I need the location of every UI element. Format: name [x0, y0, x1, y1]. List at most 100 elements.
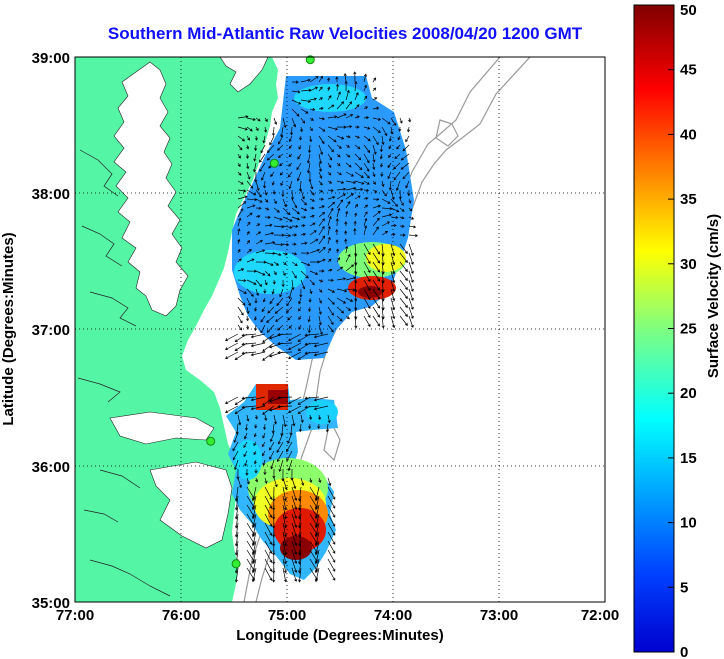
x-tick-label: 72:00 [581, 607, 619, 624]
velocity-arrow [232, 450, 239, 461]
velocity-arrow [372, 243, 380, 255]
velocity-arrow [255, 189, 262, 198]
velocity-arrow [254, 414, 259, 420]
velocity-arrow [237, 135, 246, 142]
velocity-arrow [304, 342, 320, 346]
albemarle-sound [109, 411, 215, 445]
velocity-arrow [251, 513, 257, 529]
velocity-arrow [345, 113, 354, 119]
velocity-arrow [345, 162, 352, 168]
velocity-arrow [237, 115, 249, 119]
velocity-arrow [245, 153, 249, 159]
velocity-blob-s-cyan [306, 400, 338, 424]
velocity-arrow [246, 324, 250, 330]
velocity-arrow [237, 180, 244, 185]
velocity-arrow [372, 261, 380, 273]
velocity-arrow [237, 324, 243, 331]
velocity-arrow [288, 333, 302, 342]
velocity-arrow [381, 221, 390, 227]
velocity-arrow [246, 297, 251, 307]
velocity-arrow [336, 125, 347, 129]
velocity-arrow [264, 540, 273, 554]
velocity-arrow [408, 315, 414, 328]
velocity-arrow [277, 135, 284, 145]
velocity-arrow [254, 423, 258, 429]
velocity-arrow [408, 243, 414, 256]
velocity-arrow [276, 297, 284, 307]
velocity-arrow [277, 324, 284, 331]
velocity-arrow [309, 214, 315, 218]
velocity-arrow [253, 153, 257, 162]
velocity-arrow [399, 207, 405, 212]
velocity-arrow [363, 135, 371, 142]
colorbar-label: Surface Velocity (cm/s) [705, 214, 722, 378]
velocity-arrow [246, 144, 250, 150]
velocity-arrow [372, 252, 380, 264]
velocity-arrow [237, 258, 242, 263]
velocity-arrow [372, 144, 377, 155]
velocity-arrow [372, 77, 377, 83]
velocity-arrow [264, 495, 273, 509]
velocity-arrow [307, 324, 311, 334]
velocity-arrow [325, 423, 329, 433]
velocity-arrow [390, 261, 396, 275]
velocity-arrow [264, 189, 268, 196]
velocity-arrow [363, 270, 371, 282]
velocity-arrow [279, 171, 284, 176]
velocity-arrow [237, 414, 242, 426]
velocity-arrow [313, 342, 329, 348]
velocity-arrow [372, 153, 376, 163]
velocity-arrow [372, 162, 376, 170]
y-tick-label: 36:00 [32, 459, 70, 476]
velocity-arrow [262, 135, 266, 144]
velocity-arrow [277, 333, 293, 337]
velocity-arrow [264, 522, 273, 536]
velocity-arrow [318, 144, 324, 156]
velocity-arrow [327, 195, 336, 200]
velocity-arrow [408, 198, 412, 204]
velocity-arrow [405, 180, 410, 189]
velocity-arrow [253, 459, 257, 465]
velocity-arrow [244, 423, 249, 431]
velocity-arrow [291, 216, 301, 221]
velocity-arrow [246, 135, 250, 141]
velocity-field [225, 71, 419, 583]
velocity-arrow [280, 180, 284, 187]
velocity-arrow [309, 189, 315, 196]
velocity-arrow [319, 269, 325, 273]
velocity-arrow [408, 279, 414, 292]
velocity-arrow [327, 297, 335, 305]
velocity-arrow [335, 83, 340, 92]
velocity-arrow [282, 414, 287, 428]
velocity-arrow [262, 333, 275, 343]
velocity-arrow [397, 135, 401, 141]
velocity-arrow [273, 207, 280, 213]
velocity-arrow [246, 189, 257, 196]
velocity-arrow [336, 306, 345, 314]
velocity-arrow [390, 198, 398, 207]
velocity-arrow [363, 180, 370, 185]
velocity-arrow [344, 80, 348, 92]
grid-lines [75, 57, 605, 602]
velocity-arrow [372, 135, 379, 146]
velocity-arrow [363, 225, 368, 236]
velocity-arrow [254, 171, 258, 183]
velocity-arrow [277, 351, 293, 355]
velocity-arrow [379, 153, 383, 160]
velocity-arrow [246, 204, 256, 209]
velocity-arrow [279, 162, 284, 167]
velocity-arrow [300, 78, 311, 83]
velocity-arrow [336, 266, 344, 272]
velocity-arrow [263, 423, 267, 431]
velocity-arrow [345, 253, 351, 263]
velocity-arrow [354, 203, 358, 209]
velocity-arrow [298, 297, 302, 305]
velocity-arrow [388, 144, 392, 150]
velocity-arrow [390, 207, 400, 213]
velocity-arrow [327, 171, 332, 176]
velocity-arrow [298, 144, 302, 150]
colorbar-tick-label: 50 [680, 2, 697, 19]
velocity-arrow [354, 104, 360, 110]
